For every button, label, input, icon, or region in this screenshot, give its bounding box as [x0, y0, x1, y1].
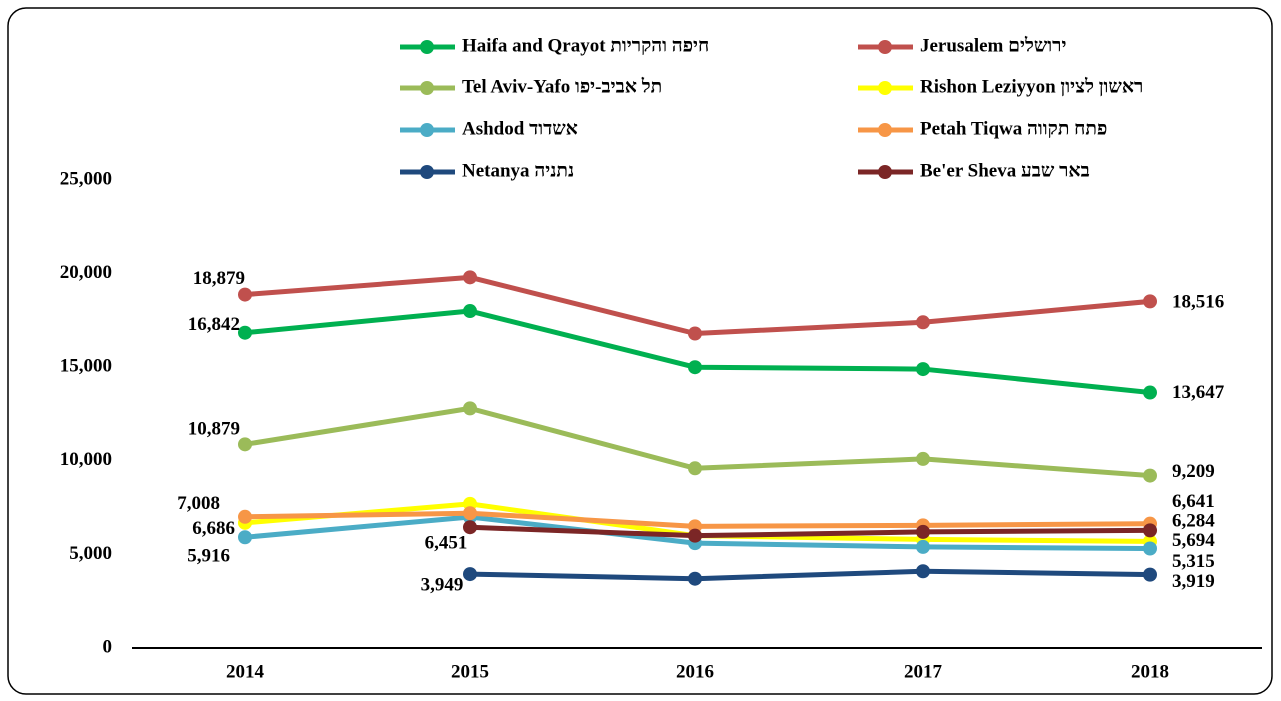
x-tick-label: 2017 [904, 661, 943, 682]
point [916, 315, 930, 330]
legend-label: Be'er Sheva באר שבע [920, 160, 1090, 181]
point [688, 461, 702, 476]
y-tick-label: 25,000 [60, 168, 112, 189]
y-tick-label: 20,000 [60, 262, 112, 283]
point [238, 437, 252, 452]
data-label: 18,516 [1172, 292, 1224, 313]
y-tick-label: 0 [103, 636, 113, 657]
x-tick-label: 2015 [451, 661, 489, 682]
point [1143, 468, 1157, 483]
y-tick-label: 10,000 [60, 449, 112, 470]
point [463, 270, 477, 285]
legend-marker [420, 40, 434, 54]
legend-label: Jerusalem ירושלים [920, 35, 1066, 56]
data-label: 5,694 [1172, 530, 1215, 551]
point [463, 304, 477, 319]
legend-marker [420, 123, 434, 137]
point [688, 360, 702, 375]
x-tick-label: 2018 [1131, 661, 1169, 682]
x-tick-label: 2014 [226, 661, 265, 682]
point [1143, 567, 1157, 582]
legend-marker [420, 81, 434, 95]
legend-label: Haifa and Qrayot חיפה והקריות [462, 35, 709, 56]
legend-marker [878, 123, 892, 137]
data-label: 3,949 [421, 574, 464, 595]
legend-marker [878, 165, 892, 179]
legend-label: Petah Tiqwa פתח תקווה [920, 118, 1107, 139]
point [916, 539, 930, 554]
point [238, 287, 252, 302]
data-label: 7,008 [177, 493, 220, 514]
data-label: 6,451 [425, 533, 468, 554]
point [238, 530, 252, 545]
point [916, 362, 930, 377]
legend-marker [420, 165, 434, 179]
data-label: 6,686 [192, 518, 235, 539]
legend-label: Rishon Leziyyon ראשון לציון [920, 76, 1143, 97]
legend-marker [878, 40, 892, 54]
point [688, 326, 702, 341]
data-label: 5,916 [187, 546, 230, 567]
line [469, 568, 1151, 582]
point [1143, 523, 1157, 538]
point [463, 506, 477, 521]
point [1143, 385, 1157, 400]
legend-marker [878, 81, 892, 95]
data-label: 6,641 [1172, 491, 1215, 512]
point [238, 325, 252, 340]
point [688, 528, 702, 543]
legend-label: Netanya נתניה [462, 160, 574, 181]
data-label: 10,879 [188, 419, 240, 440]
point [463, 567, 477, 582]
data-label: 6,284 [1172, 511, 1215, 532]
point [916, 524, 930, 539]
x-tick-label: 2016 [676, 661, 714, 682]
point [463, 520, 477, 535]
point [1143, 541, 1157, 556]
y-tick-label: 5,000 [69, 543, 112, 564]
point [688, 571, 702, 586]
data-label: 13,647 [1172, 382, 1225, 403]
line [469, 524, 1151, 539]
data-label: 3,919 [1172, 571, 1215, 592]
point [463, 401, 477, 416]
data-label: 5,315 [1172, 551, 1215, 572]
data-label: 16,842 [188, 314, 240, 335]
point [1143, 294, 1157, 309]
legend-label: Tel Aviv-Yafo תל אביב-יפו [462, 76, 662, 97]
data-label: 9,209 [1172, 461, 1215, 482]
point [916, 564, 930, 579]
point [238, 509, 252, 524]
point [916, 451, 930, 466]
y-tick-label: 15,000 [60, 356, 112, 377]
legend-label: Ashdod אשדוד [462, 118, 578, 139]
data-label: 18,879 [193, 268, 245, 289]
